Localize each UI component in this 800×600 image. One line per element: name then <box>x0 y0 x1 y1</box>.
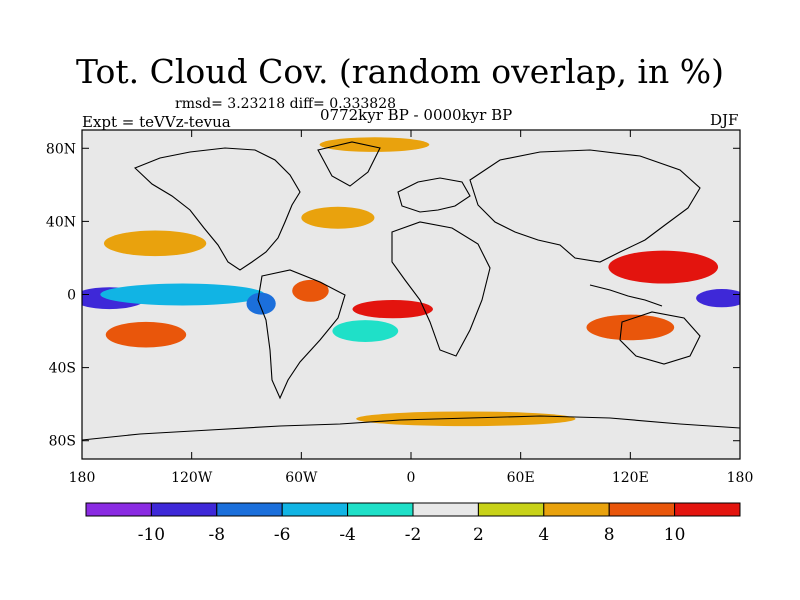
coastline-asia <box>469 149 701 263</box>
colorbar-swatch <box>216 502 283 517</box>
anomaly-south-atlantic <box>332 320 399 343</box>
colorbar-swatch <box>412 502 479 517</box>
colorbar-label: -8 <box>209 525 226 545</box>
anomaly-west-pacific-warm-pool <box>696 289 740 308</box>
x-tick-label: 120W <box>171 470 213 486</box>
y-tick-label: 40S <box>49 361 76 377</box>
x-tick-label: 180 <box>69 470 96 486</box>
rmsd-diff-stats: rmsd= 3.23218 diff= 0.333828 <box>175 96 397 112</box>
x-tick-label: 0 <box>407 470 416 486</box>
colorbar-swatch <box>281 502 349 517</box>
colorbar-label: -6 <box>274 525 291 545</box>
anomaly-western-pacific-north <box>608 250 719 284</box>
y-tick-label: 80S <box>49 434 76 450</box>
season-label: DJF <box>710 111 739 129</box>
chart-title: Tot. Cloud Cov. (random overlap, in %) <box>76 52 724 91</box>
coastline-layer <box>82 141 740 441</box>
x-tick-label: 60E <box>507 470 535 486</box>
anomaly-layer <box>82 137 740 427</box>
anomaly-north-pacific <box>103 230 207 257</box>
time-period-label: 0772kyr BP - 0000kyr BP <box>320 106 513 124</box>
x-tick-label: 120E <box>612 470 649 486</box>
colorbar-label: 2 <box>473 525 484 545</box>
anomaly-arctic <box>319 137 430 152</box>
y-tick-label: 40N <box>46 214 76 230</box>
experiment-label: Expt = teVVz-tevua <box>82 113 231 131</box>
anomaly-antarctic-margin <box>356 411 576 427</box>
anomaly-indian-ocean <box>524 301 591 324</box>
colorbar-label: 10 <box>664 525 686 545</box>
colorbar-label: 4 <box>538 525 549 545</box>
colorbar-swatch <box>608 502 676 517</box>
coastline-maritime-continent <box>589 284 663 307</box>
anomaly-tropical-atlantic <box>352 299 433 319</box>
colorbar-swatch <box>85 502 152 517</box>
colorbar-swatch <box>347 502 414 517</box>
x-tick-label: 180 <box>727 470 754 486</box>
coastline-europe <box>397 177 471 213</box>
coastline-greenland <box>317 141 381 187</box>
coastline-australia <box>619 311 701 365</box>
y-tick-label: 0 <box>67 288 76 304</box>
colorbar: -10 -8 -6 -4 -2 2 4 8 10 <box>85 502 741 545</box>
anomaly-southern-ocean <box>337 367 485 386</box>
anomaly-north-atlantic <box>301 206 375 229</box>
y-tick-label: 80N <box>46 141 76 157</box>
colorbar-label: -10 <box>138 525 165 545</box>
anomaly-maritime-continent-south <box>586 314 675 341</box>
colorbar-swatch <box>477 502 545 517</box>
colorbar-swatch <box>674 502 741 517</box>
coastline-antarctica <box>82 415 740 441</box>
anomaly-south-america-interior <box>292 279 329 302</box>
colorbar-label: -4 <box>339 525 356 545</box>
coastline-africa <box>391 221 491 357</box>
colorbar-swatch <box>543 502 610 517</box>
colorbar-label: -2 <box>405 525 422 545</box>
colorbar-swatch <box>150 502 218 517</box>
axis-ticks: 180 120W 60W 0 60E 120E 180 80N 40N 0 40S 80S <box>46 130 753 486</box>
anomaly-peru-coast <box>246 292 276 315</box>
anomaly-south-pacific-subtropics <box>105 321 187 348</box>
coastline-south-america <box>257 269 346 400</box>
anomaly-east-pacific-equator <box>100 283 265 306</box>
x-tick-label: 60W <box>285 470 318 486</box>
colorbar-label: 8 <box>604 525 615 545</box>
coastline-north-america <box>133 147 301 271</box>
